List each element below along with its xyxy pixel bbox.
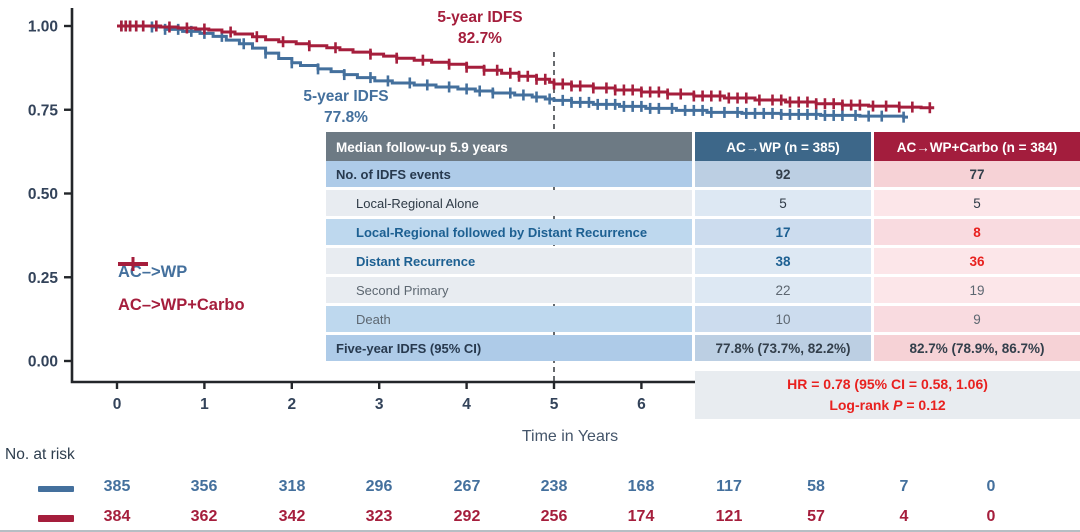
legend-label-wp: AC–>WP [118,263,188,281]
table-row-label: Local-Regional followed by Distant Recur… [326,219,692,245]
table-cell-carbo: 8 [874,219,1080,245]
table-cell-carbo: 19 [874,277,1080,303]
table-row-label: Death [326,306,692,332]
x-tick-label: 2 [287,396,296,413]
table-cell-wp: 92 [695,161,871,187]
annotation-carbo-line1: 5-year IDFS [437,9,523,26]
risk-count: 296 [365,478,393,495]
risk-count: 238 [540,478,568,495]
risk-count: 356 [190,478,218,495]
legend-label-carbo: AC–>WP+Carbo [118,296,245,314]
risk-count: 323 [365,508,393,525]
legend: AC–>WP AC–>WP+Carbo [118,256,245,322]
table-row-label: Distant Recurrence [326,248,692,274]
y-tick-label: 0.75 [28,102,59,119]
table-cell-carbo: 5 [874,190,1080,216]
km-curve-wp [117,24,908,119]
risk-count: 0 [986,478,996,495]
risk-row-swatch [38,486,74,492]
risk-count: 256 [540,508,568,525]
table-cell-carbo: 82.7% (78.9%, 86.7%) [874,335,1080,361]
risk-count: 362 [190,508,218,525]
risk-count: 292 [453,508,481,525]
x-tick-label: 1 [200,396,209,413]
stats-footer: HR = 0.78 (95% CI = 0.58, 1.06) Log-rank… [695,371,1080,419]
risk-count: 58 [807,478,825,495]
annotation-wp-value: 77.8% [324,109,368,126]
table-row-label: Second Primary [326,277,692,303]
annotation-carbo-idfs: 5-year IDFS 82.7% [400,7,560,49]
risk-count: 168 [627,478,655,495]
annotation-wp-line1: 5-year IDFS [303,88,389,105]
y-tick-label: 0.00 [28,354,58,371]
annotation-carbo-value: 82.7% [458,30,502,47]
table-cell-carbo: 36 [874,248,1080,274]
x-tick-label: 3 [375,396,384,413]
table-cell-wp: 22 [695,277,871,303]
logrank-line: Log-rank P = 0.12 [829,397,946,413]
risk-table-label: No. at risk [5,446,75,463]
risk-count: 267 [453,478,481,495]
x-tick-label: 4 [462,396,471,413]
table-row-label: No. of IDFS events [326,161,692,187]
x-tick-label: 5 [550,396,559,413]
risk-count: 384 [103,508,131,525]
risk-count: 7 [899,478,909,495]
table-row-label: Local-Regional Alone [326,190,692,216]
risk-count: 117 [716,478,742,495]
table-cell-carbo: 9 [874,306,1080,332]
y-tick-label: 0.50 [28,186,58,203]
annotation-wp-idfs: 5-year IDFS 77.8% [246,86,446,128]
table-cell-wp: 5 [695,190,871,216]
table-cell-carbo: 77 [874,161,1080,187]
table-cell-wp: 10 [695,306,871,332]
table-cell-wp: 17 [695,219,871,245]
y-tick-label: 1.00 [28,19,58,36]
table-header-followup: Median follow-up 5.9 years [326,132,692,162]
legend-item-carbo: AC–>WP+Carbo [118,257,245,322]
risk-count: 0 [986,508,996,525]
risk-count: 121 [715,508,743,525]
table-header-wp-arm: AC→WP (n = 385) [695,132,871,162]
x-tick-label: 6 [637,396,646,413]
hazard-ratio-line: HR = 0.78 (95% CI = 0.58, 1.06) [787,376,988,392]
results-table: Median follow-up 5.9 years AC→WP (n = 385… [326,132,1080,361]
table-row-label: Five-year IDFS (95% CI) [326,335,692,361]
x-tick-label: 0 [113,396,122,413]
table-cell-wp: 77.8% (73.7%, 82.2%) [695,335,871,361]
risk-count: 57 [807,508,825,525]
y-tick-label: 0.25 [28,270,59,287]
risk-count: 4 [899,508,909,525]
censor-plus-icon [118,257,148,271]
table-header-carbo-arm: AC→WP+Carbo (n = 384) [874,132,1080,162]
risk-row-swatch [38,515,74,522]
risk-count: 385 [103,478,131,495]
risk-count: 174 [627,508,655,525]
risk-count: 318 [278,478,306,495]
risk-count: 342 [278,508,306,525]
x-axis-title: Time in Years [521,428,619,445]
table-cell-wp: 38 [695,248,871,274]
bottom-border [0,530,1080,532]
